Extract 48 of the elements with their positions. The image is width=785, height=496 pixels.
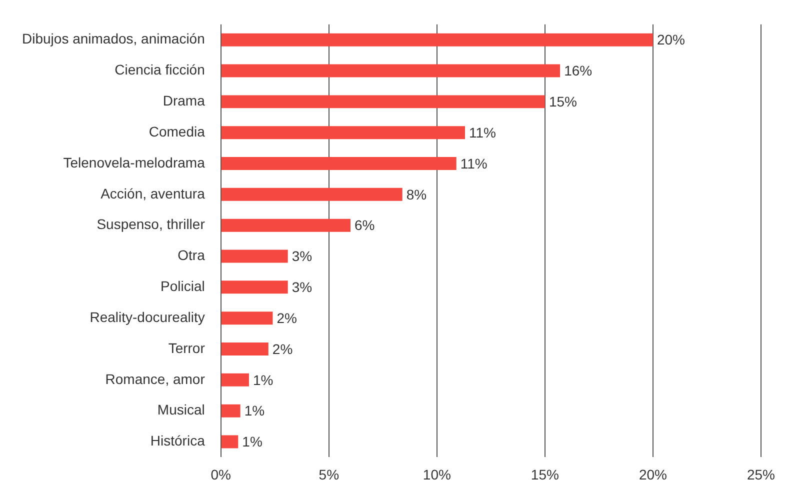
bar	[221, 33, 653, 46]
data-label: 11%	[460, 155, 488, 172]
data-label: 15%	[548, 94, 577, 110]
y-tick-label: Telenovela-melodrama	[63, 154, 206, 170]
bar	[221, 280, 288, 294]
bar	[221, 404, 240, 418]
data-label: 1%	[244, 402, 265, 419]
y-tick-label: Musical	[157, 402, 205, 418]
bar	[221, 218, 351, 232]
x-tick-label: 15%	[530, 466, 559, 482]
y-tick-label: Dibujos animados, animación	[22, 30, 205, 47]
data-label: 1%	[242, 434, 262, 450]
data-label: 6%	[354, 217, 375, 234]
y-tick-label: Otra	[178, 247, 206, 264]
y-tick-label: Policial	[160, 278, 205, 294]
y-tick-label: Reality-docureality	[90, 308, 205, 325]
bar	[221, 126, 466, 140]
y-tick-label: Terror	[168, 340, 206, 356]
data-label: 3%	[292, 248, 312, 264]
bar	[221, 435, 238, 448]
x-tick-label: 20%	[638, 466, 667, 482]
data-label: 2%	[272, 340, 293, 357]
data-label: 8%	[406, 186, 427, 202]
bar	[221, 373, 249, 386]
bar	[221, 95, 545, 108]
bar	[221, 188, 402, 201]
y-tick-label: Comedia	[148, 123, 206, 140]
y-tick-label: Ciencia ficción	[114, 62, 205, 78]
x-tick-label: 0%	[210, 466, 231, 482]
y-tick-label: Acción, aventura	[100, 185, 206, 202]
data-label: 11%	[469, 124, 496, 140]
x-tick-label: 10%	[422, 466, 451, 482]
y-tick-label: Drama	[162, 92, 206, 109]
bar	[221, 312, 273, 325]
data-label: 2%	[276, 310, 297, 326]
data-label: 1%	[252, 372, 274, 388]
x-tick-label: 25%	[746, 466, 776, 482]
x-tick-label: 5%	[318, 466, 340, 482]
data-label: 16%	[564, 62, 592, 79]
y-tick-label: Suspenso, thriller	[96, 216, 206, 232]
y-tick-label: Histórica	[150, 432, 206, 449]
bar	[221, 64, 560, 78]
data-label: 20%	[656, 32, 685, 48]
bar	[221, 157, 456, 170]
bar	[221, 250, 288, 263]
y-tick-label: Romance, amor	[105, 370, 206, 387]
bar	[221, 342, 268, 356]
data-label: 3%	[292, 279, 312, 296]
